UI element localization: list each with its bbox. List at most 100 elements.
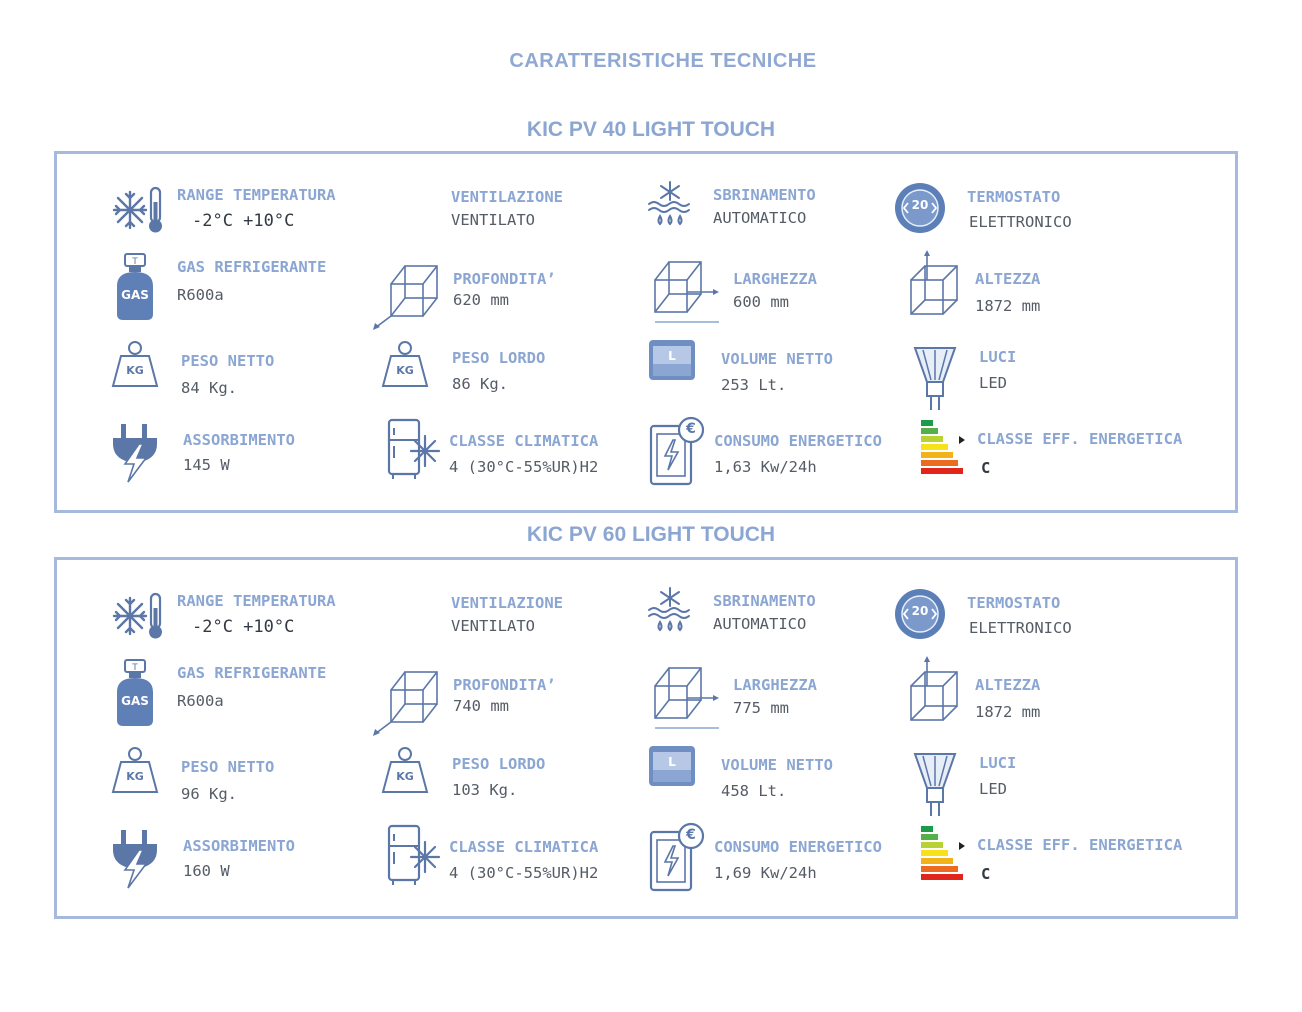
spec-label: PROFONDITA’ [453, 676, 556, 694]
spec-value: 103 Kg. [452, 781, 518, 799]
spec-value: 600 mm [733, 293, 789, 311]
spec-panel: RANGE TEMPERATURA -2°C +10°C VENTILAZIONE V… [54, 151, 1238, 513]
spec-label: TERMOSTATO [967, 594, 1061, 612]
energy-label-icon [919, 824, 971, 882]
spec-label: CLASSE CLIMATICA [449, 432, 599, 450]
spec-value: 1872 mm [975, 297, 1041, 315]
icon-text: GAS [121, 288, 149, 302]
spec-label: VOLUME NETTO [721, 350, 833, 368]
spec-value: LED [979, 374, 1007, 392]
spec-label: PESO NETTO [181, 352, 275, 370]
spec-label: ASSORBIMENTO [183, 431, 295, 449]
spec-value: 253 Lt. [721, 376, 787, 394]
spec-label: CLASSE EFF. ENERGETICA [977, 836, 1183, 854]
thermostat-dial-icon: 20 [893, 587, 947, 641]
icon-text: KG [396, 364, 414, 377]
energy-euro-icon: € [647, 822, 707, 894]
spec-label: RANGE TEMPERATURA [177, 592, 336, 610]
volume-icon: L [647, 338, 697, 382]
spec-value: -2°C +10°C [192, 211, 295, 231]
cube-depth-icon [371, 666, 441, 736]
spec-value: C [981, 459, 991, 477]
spec-label: CONSUMO ENERGETICO [714, 838, 882, 856]
icon-text: L [668, 349, 676, 363]
spec-value: 775 mm [733, 699, 789, 717]
plug-bolt-icon [109, 420, 161, 484]
spec-label: VENTILAZIONE [451, 188, 563, 206]
spec-label: ASSORBIMENTO [183, 837, 295, 855]
spec-value: 1,69 Kw/24h [714, 864, 817, 882]
snowflake-thermometer-icon [109, 590, 169, 644]
spec-label: SBRINAMENTO [713, 186, 816, 204]
icon-text: 20 [911, 604, 929, 618]
spec-label: SBRINAMENTO [713, 592, 816, 610]
spec-value: 96 Kg. [181, 785, 237, 803]
cube-width-icon [651, 664, 723, 730]
spec-value: AUTOMATICO [713, 209, 807, 227]
energy-label-icon [919, 418, 971, 476]
svg-text:T: T [131, 257, 138, 267]
spec-value: LED [979, 780, 1007, 798]
icon-text: € [686, 827, 696, 843]
cube-depth-icon [371, 260, 441, 330]
spec-value: 160 W [183, 862, 230, 880]
spec-value: ELETTRONICO [969, 619, 1072, 637]
icon-text: 20 [911, 198, 929, 212]
spec-label: TERMOSTATO [967, 188, 1061, 206]
spec-value: 86 Kg. [452, 375, 508, 393]
icon-text: € [686, 421, 696, 437]
spec-panel: RANGE TEMPERATURA -2°C +10°C VENTILAZIONE V… [54, 557, 1238, 919]
spec-label: PESO LORDO [452, 349, 546, 367]
icon-text: GAS [121, 694, 149, 708]
icon-text: KG [126, 770, 144, 783]
svg-text:T: T [131, 663, 138, 673]
spec-value: 4 (30°C-55%UR)H2 [449, 458, 599, 476]
spec-value: R600a [177, 286, 224, 304]
spec-label: CLASSE CLIMATICA [449, 838, 599, 856]
spec-value: 4 (30°C-55%UR)H2 [449, 864, 599, 882]
spec-value: -2°C +10°C [192, 617, 295, 637]
spec-value: 1872 mm [975, 703, 1041, 721]
icon-text: KG [126, 364, 144, 377]
spec-label: PESO LORDO [452, 755, 546, 773]
spec-value: ELETTRONICO [969, 213, 1072, 231]
thermostat-dial-icon: 20 [893, 181, 947, 235]
spec-value: 740 mm [453, 697, 509, 715]
snowflake-thermometer-icon [109, 184, 169, 238]
spec-label: RANGE TEMPERATURA [177, 186, 336, 204]
spec-label: GAS REFRIGERANTE [177, 258, 327, 276]
spec-value: C [981, 865, 991, 883]
volume-icon: L [647, 744, 697, 788]
spec-label: VENTILAZIONE [451, 594, 563, 612]
spec-label: CONSUMO ENERGETICO [714, 432, 882, 450]
spec-value: VENTILATO [451, 617, 535, 635]
spec-label: GAS REFRIGERANTE [177, 664, 327, 682]
page-title: CARATTERISTICHE TECNICHE [509, 50, 817, 72]
cube-height-icon [907, 654, 967, 726]
spec-label: LUCI [979, 348, 1017, 366]
weight-icon: KG [379, 340, 431, 390]
spec-label: ALTEZZA [975, 676, 1041, 694]
spec-label: PESO NETTO [181, 758, 275, 776]
weight-icon: KG [379, 746, 431, 796]
spec-value: 1,63 Kw/24h [714, 458, 817, 476]
spec-label: LARGHEZZA [733, 270, 817, 288]
spec-label: CLASSE EFF. ENERGETICA [977, 430, 1183, 448]
weight-icon: KG [109, 746, 161, 796]
spec-value: 145 W [183, 456, 230, 474]
plug-bolt-icon [109, 826, 161, 890]
model-title: KIC PV 60 LIGHT TOUCH [526, 523, 776, 546]
icon-text: L [668, 755, 676, 769]
spec-label: VOLUME NETTO [721, 756, 833, 774]
gas-cylinder-icon: T GAS [111, 658, 159, 730]
spec-value: R600a [177, 692, 224, 710]
spec-label: PROFONDITA’ [453, 270, 556, 288]
led-bulb-icon [913, 750, 957, 820]
energy-euro-icon: € [647, 416, 707, 488]
spec-value: 84 Kg. [181, 379, 237, 397]
spec-label: ALTEZZA [975, 270, 1041, 288]
spec-value: AUTOMATICO [713, 615, 807, 633]
spec-label: LARGHEZZA [733, 676, 817, 694]
icon-text: KG [396, 770, 414, 783]
model-title: KIC PV 40 LIGHT TOUCH [526, 118, 776, 141]
